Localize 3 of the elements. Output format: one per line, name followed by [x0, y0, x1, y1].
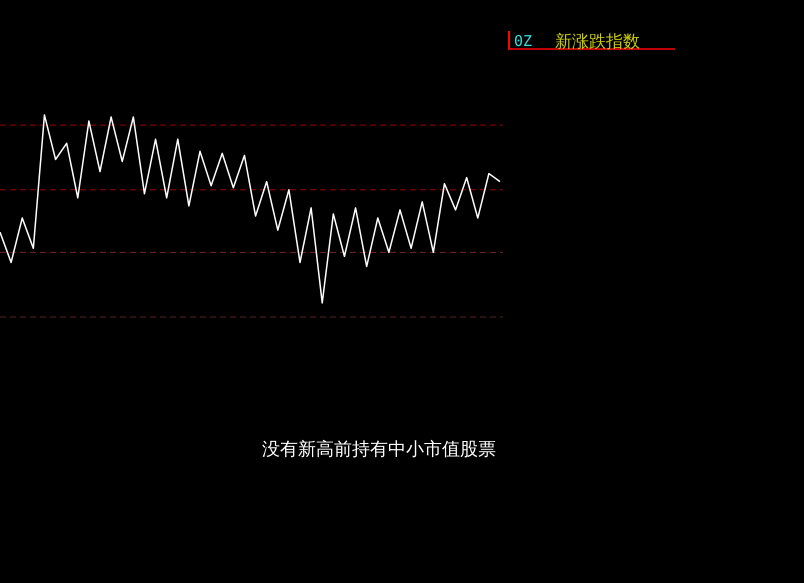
text: 没有新高前持有中小市值股票	[262, 439, 496, 459]
text: 0Z	[514, 32, 532, 50]
text: 新涨跌指数	[555, 32, 640, 51]
